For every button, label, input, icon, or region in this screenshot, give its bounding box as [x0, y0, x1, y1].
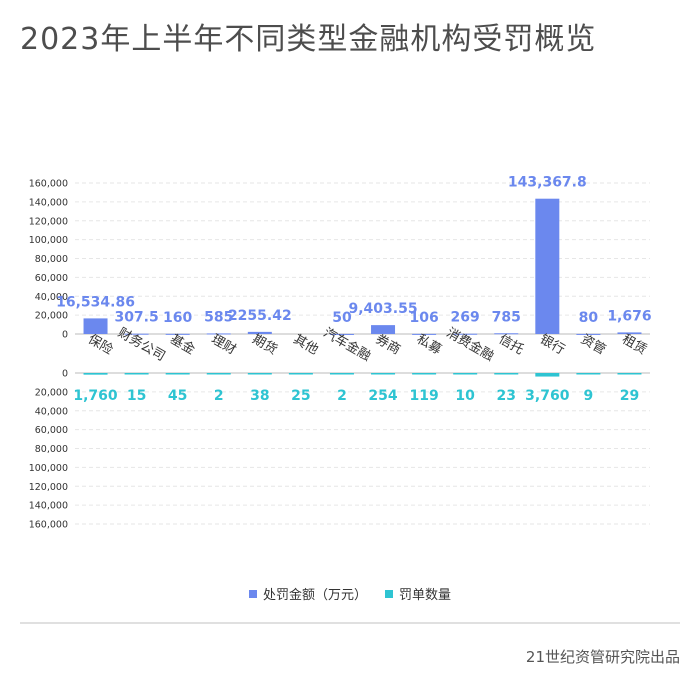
count-data-label: 254 — [368, 388, 397, 404]
count-data-label: 45 — [168, 388, 187, 404]
top-y-tick-label: 20,000 — [35, 311, 68, 322]
bottom-y-tick-label: 160,000 — [29, 520, 68, 531]
top-y-tick-label: 0 — [62, 330, 68, 341]
chart-area: 0 20,000 40,000 60,000 80,000 100,000 120,000 1… — [29, 175, 652, 531]
category-label: 基金 — [167, 331, 198, 358]
amount-bar — [329, 333, 354, 335]
count-data-label: 29 — [620, 388, 639, 404]
chart-title: 2023年上半年不同类型金融机构受罚概览 — [20, 22, 597, 57]
amount-data-label: 50 — [332, 310, 352, 326]
top-y-tick-label: 100,000 — [29, 235, 68, 246]
category-label: 券商 — [373, 331, 404, 358]
category-label: 私募 — [414, 332, 444, 358]
count-data-label: 9 — [584, 388, 594, 404]
count-bar — [535, 373, 560, 377]
category-label: 消费金融 — [444, 325, 497, 365]
count-bar — [329, 373, 354, 375]
amount-data-label: 2255.42 — [228, 308, 292, 324]
category-label: 期货 — [250, 331, 281, 358]
count-bar — [206, 373, 231, 375]
top-y-tick-label: 160,000 — [29, 179, 68, 190]
count-bar — [576, 373, 601, 375]
count-bar — [83, 373, 108, 375]
amount-data-label: 307.5 — [114, 310, 158, 326]
category-label: 信托 — [496, 332, 526, 358]
amount-bar — [535, 198, 560, 334]
amount-data-label: 106 — [409, 310, 438, 326]
bottom-y-tick-label: 80,000 — [35, 444, 68, 455]
amount-data-label: 80 — [579, 310, 599, 326]
bottom-y-tick-label: 20,000 — [35, 387, 68, 398]
bottom-y-tick-label: 100,000 — [29, 463, 68, 474]
amount-bar — [494, 333, 519, 335]
amount-data-label: 269 — [451, 310, 480, 326]
count-bar — [617, 373, 642, 375]
legend: 处罚金额（万元） 罚单数量 — [0, 584, 700, 603]
amount-bar — [165, 333, 190, 335]
count-data-label: 1,760 — [73, 388, 118, 404]
footer-divider — [20, 622, 680, 624]
count-data-label: 23 — [497, 388, 516, 404]
amount-bar — [617, 332, 642, 334]
amount-bar — [412, 333, 437, 335]
amount-bar — [371, 325, 396, 334]
category-label: 资管 — [578, 332, 608, 358]
category-label: 租赁 — [619, 332, 649, 358]
count-data-label: 3,760 — [525, 388, 570, 404]
source-credit: 21世纪资管研究院出品 — [525, 648, 680, 666]
count-data-label: 38 — [250, 388, 269, 404]
legend-item: 处罚金额（万元） — [248, 584, 367, 603]
bottom-y-tick-label: 0 — [62, 369, 68, 380]
legend-label: 处罚金额（万元） — [262, 588, 367, 603]
amount-bar — [247, 331, 272, 334]
amount-data-label: 9,403.55 — [348, 301, 417, 317]
amount-bar — [206, 333, 231, 335]
top-y-tick-label: 60,000 — [35, 273, 68, 284]
count-bar — [124, 373, 149, 375]
category-label: 财务公司 — [115, 325, 168, 365]
count-bar — [494, 373, 519, 375]
count-bar — [453, 373, 478, 375]
top-y-tick-label: 80,000 — [35, 254, 68, 265]
count-data-label: 2 — [337, 388, 347, 404]
amount-data-label: 160 — [163, 310, 192, 326]
bottom-y-tick-label: 120,000 — [29, 482, 68, 493]
legend-item: 罚单数量 — [385, 584, 451, 603]
count-bar — [165, 373, 190, 375]
amount-bar — [453, 333, 478, 335]
category-label: 其他 — [291, 332, 321, 358]
count-bar — [412, 373, 437, 375]
category-label: 汽车金融 — [320, 325, 373, 365]
top-y-tick-label: 140,000 — [29, 197, 68, 208]
count-data-label: 15 — [127, 388, 146, 404]
category-label: 银行 — [537, 332, 567, 358]
count-data-label: 10 — [455, 388, 475, 404]
count-bar — [288, 373, 313, 375]
count-data-label: 2 — [214, 388, 224, 404]
count-data-label: 119 — [409, 388, 438, 404]
top-y-tick-label: 120,000 — [29, 216, 68, 227]
category-label: 理财 — [208, 332, 238, 358]
amount-data-label: 143,367.8 — [508, 175, 587, 191]
legend-swatch — [385, 590, 393, 598]
amount-data-label: 785 — [492, 309, 521, 325]
legend-swatch — [248, 590, 257, 598]
legend-label: 罚单数量 — [399, 588, 452, 603]
amount-data-label: 585 — [204, 309, 233, 325]
bottom-y-tick-label: 140,000 — [29, 501, 68, 512]
count-bar — [371, 373, 396, 375]
amount-bar — [124, 333, 149, 335]
amount-bar — [576, 333, 601, 335]
amount-data-label: 1,676 — [607, 308, 651, 324]
category-label: 保险 — [85, 332, 115, 358]
amount-data-label: 16,534.86 — [56, 294, 135, 310]
bottom-y-tick-label: 60,000 — [35, 425, 68, 436]
amount-bar — [83, 318, 108, 334]
count-bar — [247, 373, 272, 375]
count-data-label: 25 — [291, 388, 310, 404]
top-y-tick-label: 40,000 — [35, 292, 68, 303]
bottom-y-tick-label: 40,000 — [35, 406, 68, 417]
